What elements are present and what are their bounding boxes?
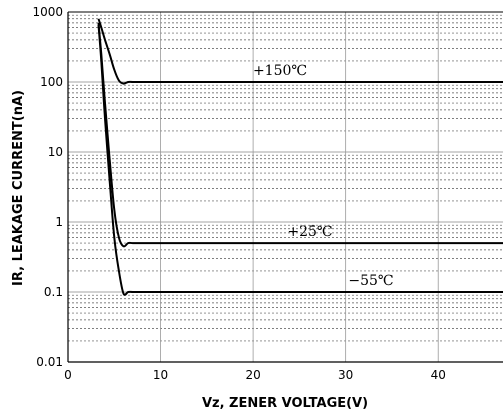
series-annotation-1: +25℃: [287, 224, 332, 240]
y-tick-label: 1000: [32, 5, 63, 19]
y-tick-label: 0.1: [44, 285, 63, 299]
x-tick-label: 30: [338, 368, 353, 382]
series-line-0: [97, 18, 503, 85]
grid: [68, 11, 503, 363]
y-tick-label: 10: [48, 145, 63, 159]
y-axis-label: IR, LEAKAGE CURRENT(nA): [11, 90, 26, 286]
x-tick-label: 40: [431, 368, 446, 382]
series-line-1: [97, 22, 503, 248]
series-annotation-2: −55℃: [348, 273, 393, 289]
x-tick-label: 0: [64, 368, 72, 382]
axes: [67, 11, 503, 363]
series-lines: [97, 18, 503, 296]
x-tick-label: 20: [245, 368, 260, 382]
x-axis-label: Vz, ZENER VOLTAGE(V): [202, 396, 368, 411]
tick-labels: 0.01 0.1 1 10 100 1000 0 10 20 30 40: [32, 5, 445, 382]
y-tick-label: 0.01: [36, 355, 63, 369]
series-line-2: [97, 25, 503, 296]
series-annotation-0: +150℃: [253, 63, 307, 79]
x-tick-label: 10: [153, 368, 168, 382]
series-annotations: +150℃ +25℃ −55℃: [253, 63, 394, 289]
y-tick-label: 100: [40, 75, 63, 89]
y-tick-label: 1: [55, 215, 63, 229]
